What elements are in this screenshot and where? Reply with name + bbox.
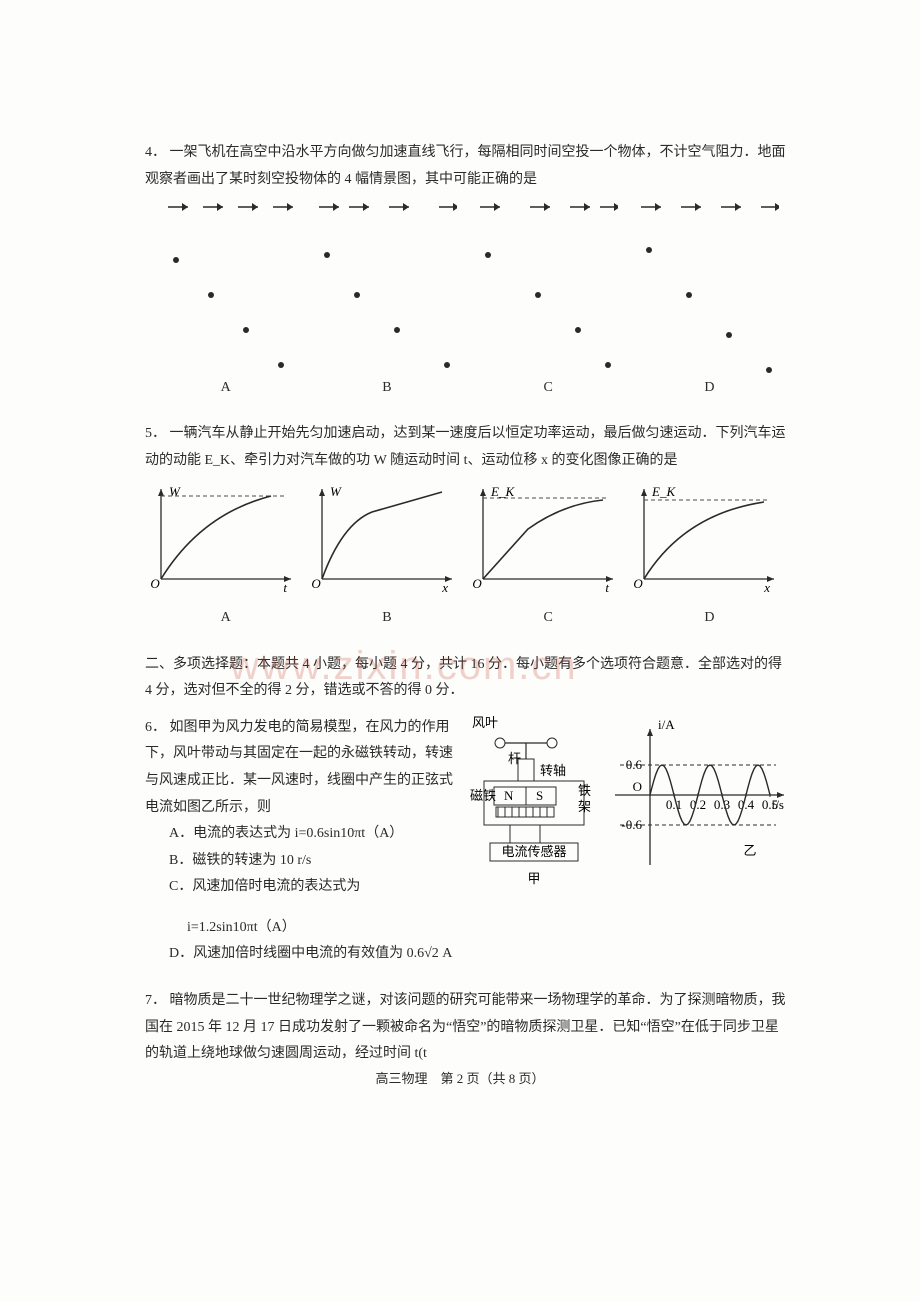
svg-text:S: S (536, 788, 543, 803)
svg-text:x: x (441, 580, 448, 594)
q7-number: 7． (145, 993, 166, 1008)
svg-text:电流传感器: 电流传感器 (501, 844, 566, 859)
q4-diagram-D: D (639, 195, 779, 402)
svg-text:W: W (169, 484, 181, 499)
q4-diagram-C: C (478, 195, 618, 402)
svg-text:E_K: E_K (651, 484, 676, 499)
q6-figure: 风叶杆转轴磁铁NS铁架电流传感器甲i/At/sO0.6-0.60.10.20.3… (470, 715, 790, 915)
q5-graph-row: O Wt A O Wx B O E_Kt C O E_Kx D (145, 484, 790, 631)
q6-options: A．电流的表达式为 i=0.6sin10πt（A） B．磁铁的转速为 10 r/… (145, 821, 458, 901)
svg-text:转轴: 转轴 (540, 763, 566, 778)
svg-text:0.3: 0.3 (714, 797, 730, 812)
svg-text:风叶: 风叶 (472, 715, 498, 730)
svg-text:甲: 甲 (527, 871, 540, 886)
q4-label-A: A (221, 375, 231, 402)
svg-text:t: t (283, 580, 287, 594)
q6-option-B: B．磁铁的转速为 10 r/s (145, 848, 458, 875)
svg-text:架: 架 (578, 799, 591, 814)
q4-svg-D (639, 195, 779, 375)
q4-diagram-A: A (156, 195, 296, 402)
q6-option-C2: i=1.2sin10πt（A） (145, 915, 790, 942)
q5-label-B: B (312, 605, 462, 632)
svg-text:i/A: i/A (658, 717, 675, 732)
q5-graph-C: O E_Kt (473, 484, 623, 594)
svg-text:0.5: 0.5 (762, 797, 778, 812)
q5-graph-D-col: O E_Kx D (634, 484, 784, 631)
q5-label-C: C (473, 605, 623, 632)
svg-text:O: O (473, 576, 482, 591)
q4-diagram-B: B (317, 195, 457, 402)
svg-text:N: N (504, 788, 514, 803)
svg-text:E_K: E_K (490, 484, 515, 499)
question-7: 7． 暗物质是二十一世纪物理学之谜，对该问题的研究可能带来一场物理学的革命．为了… (145, 988, 790, 1068)
section-2-header: 二、多项选择题：本题共 4 小题，每小题 4 分，共计 16 分．每小题有多个选… (145, 652, 790, 705)
question-6: 6． 如图甲为风力发电的简易模型，在风力的作用下，风叶带动与其固定在一起的永磁铁… (145, 715, 790, 968)
q5-graph-B-col: O Wx B (312, 484, 462, 631)
q5-text: 一辆汽车从静止开始先匀加速启动，达到某一速度后以恒定功率运动，最后做匀速运动．下… (145, 426, 786, 468)
q7-text: 暗物质是二十一世纪物理学之谜，对该问题的研究可能带来一场物理学的革命．为了探测暗… (145, 993, 786, 1061)
svg-text:0.6: 0.6 (626, 757, 643, 772)
svg-text:O: O (151, 576, 160, 591)
q4-text: 一架飞机在高空中沿水平方向做匀加速直线飞行，每隔相同时间空投一个物体，不计空气阻… (145, 145, 786, 187)
q6-option-A: A．电流的表达式为 i=0.6sin10πt（A） (145, 821, 458, 848)
q6-option-C: C．风速加倍时电流的表达式为 (145, 874, 458, 901)
q5-graph-C-col: O E_Kt C (473, 484, 623, 631)
svg-text:x: x (764, 580, 771, 594)
q6-number: 6． (145, 720, 166, 735)
q6-text-block: 6． 如图甲为风力发电的简易模型，在风力的作用下，风叶带动与其固定在一起的永磁铁… (145, 715, 458, 915)
q4-svg-A (156, 195, 296, 375)
q6-options-cont: i=1.2sin10πt（A） D．风速加倍时线圈中电流的有效值为 0.6√2 … (145, 915, 790, 968)
svg-text:磁铁: 磁铁 (470, 788, 496, 803)
svg-text:0.4: 0.4 (738, 797, 755, 812)
q5-label-D: D (634, 605, 784, 632)
q5-graph-A-col: O Wt A (151, 484, 301, 631)
svg-text:W: W (330, 484, 342, 499)
svg-text:-0.6: -0.6 (621, 817, 642, 832)
q4-svg-B (317, 195, 457, 375)
question-5: 5． 一辆汽车从静止开始先匀加速启动，达到某一速度后以恒定功率运动，最后做匀速运… (145, 421, 790, 631)
svg-text:O: O (633, 779, 642, 794)
q4-label-D: D (704, 375, 714, 402)
svg-text:t: t (606, 580, 610, 594)
q5-graph-A: O Wt (151, 484, 301, 594)
svg-text:乙: 乙 (743, 843, 756, 858)
svg-text:O: O (634, 576, 643, 591)
q5-label-A: A (151, 605, 301, 632)
svg-text:铁: 铁 (578, 783, 591, 798)
q6-text: 如图甲为风力发电的简易模型，在风力的作用下，风叶带动与其固定在一起的永磁铁转动，… (145, 720, 453, 815)
q4-svg-C (478, 195, 618, 375)
question-4: 4． 一架飞机在高空中沿水平方向做匀加速直线飞行，每隔相同时间空投一个物体，不计… (145, 140, 790, 401)
q4-number: 4． (145, 145, 166, 160)
q5-graph-D: O E_Kx (634, 484, 784, 594)
svg-text:0.2: 0.2 (690, 797, 706, 812)
q4-diagram-row: A B C D (145, 201, 790, 401)
q4-label-B: B (382, 375, 391, 402)
q5-graph-B: O Wx (312, 484, 462, 594)
q4-label-C: C (543, 375, 552, 402)
q6-svg: 风叶杆转轴磁铁NS铁架电流传感器甲i/At/sO0.6-0.60.10.20.3… (470, 715, 790, 915)
q5-number: 5． (145, 426, 166, 441)
svg-text:0.1: 0.1 (666, 797, 682, 812)
svg-text:O: O (312, 576, 321, 591)
page-footer: 高三物理 第 2 页（共 8 页） (0, 1067, 920, 1092)
q6-option-D: D．风速加倍时线圈中电流的有效值为 0.6√2 A (145, 941, 790, 968)
